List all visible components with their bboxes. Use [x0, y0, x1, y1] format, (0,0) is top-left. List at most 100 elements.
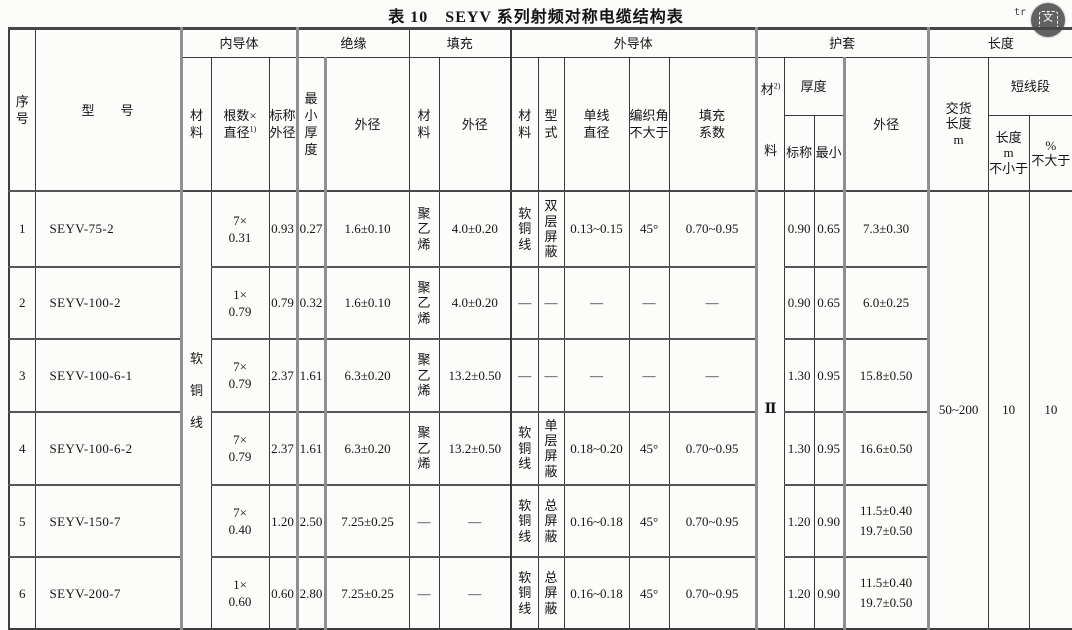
cell-outer-type: 总 屏蔽	[537, 556, 565, 630]
cell-braid-angle: 45°	[628, 483, 670, 558]
overlay-label: tr	[1014, 7, 1027, 18]
cable-structure-table: 序号 型 号 内导体 绝缘 填充 外导体 护套 长度 材 料 根数× 直径1) …	[8, 27, 1072, 630]
header-min-thickness: 最小 厚度	[295, 57, 326, 193]
cell-thickness-min: 0.90	[813, 483, 845, 558]
cell-model: SEYV-75-2	[34, 190, 182, 268]
cell-thickness-min: 0.90	[813, 556, 845, 630]
cell-filling-material: 聚 乙 烯	[408, 265, 440, 340]
cell-wire-diameter: —	[563, 265, 630, 340]
cell-filling-material: —	[408, 556, 440, 630]
table-row: 1 SEYV-75-2 软 铜 线 7× 0.31 0.93 0.27 1.6±…	[8, 190, 1072, 630]
cell-outer-material: 软 铜 线	[510, 556, 539, 630]
header-filling-material: 材 料	[408, 57, 440, 193]
header-braid-angle: 编织角 不大于	[628, 57, 670, 193]
cell-min-thickness: 1.61	[295, 338, 326, 413]
cell-thickness-nominal: 0.90	[783, 190, 815, 268]
cell-thickness-nominal: 1.20	[783, 483, 815, 558]
cell-nominal-od: 2.37	[268, 410, 298, 486]
cell-model: SEYV-100-2	[34, 265, 182, 340]
cell-wire-diameter: 0.18~0.20	[563, 410, 630, 486]
cell-outer-type: —	[537, 265, 565, 340]
header-thickness-nominal: 标称	[783, 114, 815, 193]
cell-thickness-min: 0.65	[813, 265, 845, 340]
cell-filling-material: —	[408, 483, 440, 558]
cell-outer-material: —	[510, 265, 539, 340]
header-group-length: 长度	[926, 28, 1072, 58]
cell-filling-od: 13.2±0.50	[438, 410, 512, 486]
header-strand-count-diameter: 根数× 直径1)	[210, 57, 270, 193]
cell-insulation-od: 7.25±0.25	[323, 556, 410, 630]
header-inner-material: 材 料	[179, 57, 212, 193]
header-segment-percent: % 不大于	[1028, 114, 1072, 193]
cell-wire-diameter: 0.16~0.18	[563, 556, 630, 630]
table-row: 6 SEYV-200-7 1× 0.60 0.60 2.80 7.25±0.25…	[8, 556, 1072, 630]
cell-filling-material: 聚 乙 烯	[408, 190, 440, 268]
cell-segment-length-merged: 10	[987, 190, 1030, 630]
cell-model: SEYV-200-7	[34, 556, 182, 630]
cell-fill-factor: 0.70~0.95	[668, 556, 757, 630]
cell-fill-factor: —	[668, 265, 757, 340]
table-row: 2 SEYV-100-2 1× 0.79 0.79 0.32 1.6±0.10 …	[8, 265, 1072, 340]
cell-thickness-min: 0.95	[813, 338, 845, 413]
cell-sheath-od: 11.5±0.40 19.7±0.50	[842, 556, 929, 630]
cell-braid-angle: —	[628, 265, 670, 340]
cell-outer-type: —	[537, 338, 565, 413]
header-group-insulation: 绝缘	[295, 28, 410, 58]
cell-thickness-min: 0.95	[813, 410, 845, 486]
header-outer-material: 材 料	[510, 57, 539, 193]
cell-strands: 7× 0.31	[210, 190, 270, 268]
footnote-1-marker: 1)	[249, 124, 257, 134]
cell-filling-od: —	[438, 556, 512, 630]
cell-serial: 4	[8, 410, 36, 486]
cell-min-thickness: 0.27	[295, 190, 326, 268]
cell-outer-material: —	[510, 338, 539, 413]
cell-fill-factor: —	[668, 338, 757, 413]
cell-nominal-od: 0.60	[268, 556, 298, 630]
cell-nominal-od: 1.20	[268, 483, 298, 558]
cell-serial: 5	[8, 483, 36, 558]
cell-fill-factor: 0.70~0.95	[668, 410, 757, 486]
header-model: 型 号	[34, 28, 182, 192]
cell-wire-diameter: 0.16~0.18	[563, 483, 630, 558]
cell-strands: 7× 0.79	[210, 338, 270, 413]
cell-strands: 7× 0.79	[210, 410, 270, 486]
cell-segment-percent-merged: 10	[1028, 190, 1072, 630]
cell-min-thickness: 0.32	[295, 265, 326, 340]
table-row: 5 SEYV-150-7 7× 0.40 1.20 2.50 7.25±0.25…	[8, 483, 1072, 558]
cell-min-thickness: 2.80	[295, 556, 326, 630]
cell-braid-angle: —	[628, 338, 670, 413]
header-group-outer-conductor: 外导体	[510, 28, 757, 58]
header-nominal-od: 标称 外径	[268, 57, 298, 193]
cell-wire-diameter: 0.13~0.15	[563, 190, 630, 268]
page-title: 表 10 SEYV 系列射频对称电缆结构表	[388, 9, 684, 26]
cell-filling-od: —	[438, 483, 512, 558]
cell-inner-material-merged: 软 铜 线	[179, 190, 212, 630]
cell-insulation-od: 1.6±0.10	[323, 190, 410, 268]
cell-sheath-material-merged: Ⅱ	[754, 190, 785, 630]
cell-thickness-nominal: 1.30	[783, 338, 815, 413]
cell-filling-material: 聚 乙 烯	[408, 338, 440, 413]
cell-sheath-od: 15.8±0.50	[842, 338, 929, 413]
cell-fill-factor: 0.70~0.95	[668, 190, 757, 268]
header-sheath-od: 外径	[842, 57, 929, 193]
header-segment-length: 长度 m 不小于	[987, 114, 1030, 193]
cell-strands: 7× 0.40	[210, 483, 270, 558]
cell-nominal-od: 0.79	[268, 265, 298, 340]
cell-braid-angle: 45°	[628, 556, 670, 630]
cell-thickness-min: 0.65	[813, 190, 845, 268]
cell-filling-od: 4.0±0.20	[438, 190, 512, 268]
cell-outer-material: 软 铜 线	[510, 483, 539, 558]
cell-model: SEYV-100-6-1	[34, 338, 182, 413]
cell-delivery-length-merged: 50~200	[926, 190, 989, 630]
cell-serial: 2	[8, 265, 36, 340]
cell-nominal-od: 2.37	[268, 338, 298, 413]
cell-nominal-od: 0.93	[268, 190, 298, 268]
cell-insulation-od: 6.3±0.20	[323, 410, 410, 486]
cell-model: SEYV-100-6-2	[34, 410, 182, 486]
header-group-filling: 填充	[408, 28, 512, 58]
cell-serial: 6	[8, 556, 36, 630]
cell-wire-diameter: —	[563, 338, 630, 413]
cell-fill-factor: 0.70~0.95	[668, 483, 757, 558]
cell-outer-material: 软 铜 线	[510, 410, 539, 486]
header-group-inner-conductor: 内导体	[179, 28, 298, 58]
